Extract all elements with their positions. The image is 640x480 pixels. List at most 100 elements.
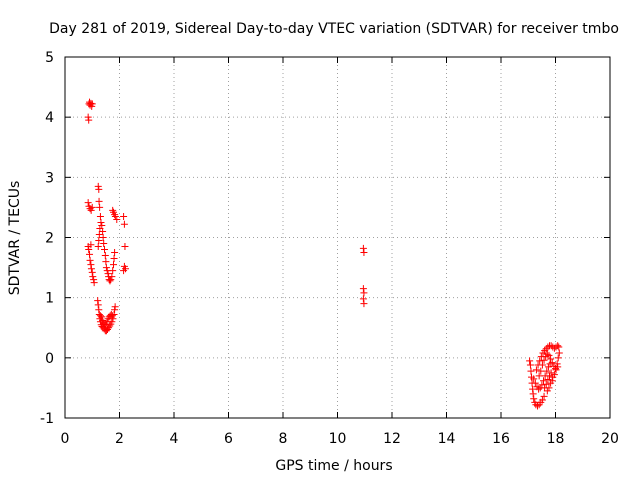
data-point-plus xyxy=(86,256,94,264)
data-point-plus xyxy=(545,384,553,392)
x-tick-label: 6 xyxy=(224,431,233,447)
data-point-plus xyxy=(111,211,119,219)
y-tick-label: 4 xyxy=(45,110,54,126)
data-point-plus xyxy=(85,246,93,254)
x-tick-label: 12 xyxy=(383,431,401,447)
x-tick-label: 8 xyxy=(279,431,288,447)
data-point-plus xyxy=(94,243,102,251)
data-point-plus xyxy=(526,361,534,369)
data-point-plus xyxy=(100,240,108,248)
data-point-plus xyxy=(555,343,563,351)
grid xyxy=(65,57,610,418)
data-point-plus xyxy=(537,367,545,375)
data-point-plus xyxy=(529,390,537,398)
data-point-plus xyxy=(546,372,554,380)
data-point-plus xyxy=(90,276,98,284)
data-point-plus xyxy=(84,199,92,207)
data-point-plus xyxy=(88,268,96,276)
data-point-plus xyxy=(360,300,368,308)
data-point-plus xyxy=(554,363,562,371)
data-point-plus xyxy=(536,357,544,365)
data-point-plus xyxy=(107,276,115,284)
data-point-plus xyxy=(103,318,111,326)
data-point-plus xyxy=(547,369,555,377)
data-point-plus xyxy=(543,350,551,358)
data-point-plus xyxy=(94,301,102,309)
data-point-plus xyxy=(359,295,367,303)
data-point-plus xyxy=(534,402,542,410)
data-point-plus xyxy=(111,249,119,257)
data-point-plus xyxy=(111,306,119,314)
data-point-plus xyxy=(543,367,551,375)
data-point-plus xyxy=(108,273,116,281)
data-point-plus xyxy=(544,375,552,383)
y-tick-label: 2 xyxy=(45,231,54,247)
data-point-plus xyxy=(84,113,92,121)
y-tick-label: -1 xyxy=(40,411,54,427)
data-point-plus xyxy=(531,379,539,387)
data-point-plus xyxy=(98,313,106,321)
data-series xyxy=(84,98,563,410)
data-point-plus xyxy=(108,312,116,320)
data-point-plus xyxy=(87,206,95,214)
data-point-plus xyxy=(544,363,552,371)
data-point-plus xyxy=(541,347,549,355)
data-point-plus xyxy=(359,285,367,293)
data-point-plus xyxy=(106,277,114,285)
data-point-plus xyxy=(101,252,109,260)
data-point-plus xyxy=(90,279,98,287)
data-point-plus xyxy=(545,351,553,359)
data-point-plus xyxy=(88,203,96,211)
data-point-plus xyxy=(101,246,109,254)
data-point-plus xyxy=(553,360,561,368)
data-point-plus xyxy=(542,345,550,353)
data-point-plus xyxy=(526,357,534,365)
data-point-plus xyxy=(87,265,95,273)
data-point-plus xyxy=(88,100,96,108)
data-point-plus xyxy=(530,395,538,403)
data-point-plus xyxy=(542,380,550,388)
data-point-plus xyxy=(538,396,546,404)
y-tick-label: 3 xyxy=(45,170,54,186)
data-point-plus xyxy=(106,322,114,330)
data-point-plus xyxy=(109,206,117,214)
data-point-plus xyxy=(105,324,113,332)
data-point-plus xyxy=(113,215,121,223)
data-point-plus xyxy=(99,227,107,235)
data-point-plus xyxy=(87,261,95,269)
data-point-plus xyxy=(532,366,540,374)
data-point-plus xyxy=(107,311,115,319)
x-tick-label: 4 xyxy=(170,431,179,447)
x-tick-label: 18 xyxy=(547,431,565,447)
data-point-plus xyxy=(102,264,110,272)
data-point-plus xyxy=(548,377,556,385)
y-tick-label: 5 xyxy=(45,50,54,66)
data-point-plus xyxy=(530,375,538,383)
data-point-plus xyxy=(86,250,94,258)
data-point-plus xyxy=(94,297,102,305)
data-point-plus xyxy=(85,116,93,124)
data-point-plus xyxy=(120,212,128,220)
data-point-plus xyxy=(359,244,367,252)
data-point-plus xyxy=(95,306,103,314)
data-point-plus xyxy=(360,289,368,297)
data-point-plus xyxy=(120,220,128,228)
data-point-plus xyxy=(110,261,118,269)
data-point-plus xyxy=(538,361,546,369)
data-point-plus xyxy=(96,203,104,211)
data-point-plus xyxy=(110,255,118,263)
data-point-plus xyxy=(554,342,562,350)
data-point-plus xyxy=(535,372,543,380)
data-point-plus xyxy=(95,197,103,205)
data-point-plus xyxy=(95,185,103,193)
y-tick-label: 1 xyxy=(45,291,54,307)
x-tick-label: 16 xyxy=(492,431,510,447)
data-point-plus xyxy=(121,243,129,251)
data-point-plus xyxy=(87,241,95,249)
data-point-plus xyxy=(535,385,543,393)
data-point-plus xyxy=(97,218,105,226)
data-point-plus xyxy=(95,230,103,238)
chart-title: Day 281 of 2019, Sidereal Day-to-day VTE… xyxy=(49,21,619,37)
